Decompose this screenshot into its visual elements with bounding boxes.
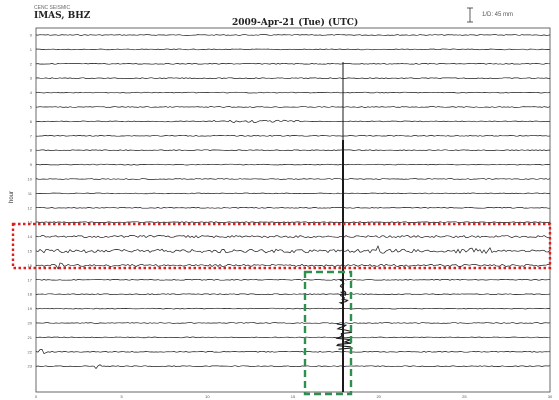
plot-border bbox=[35, 27, 551, 393]
trace-line bbox=[35, 77, 551, 79]
x-tick-labels: 0 5 10 15 20 25 30 bbox=[35, 394, 553, 399]
x-tick-label: 25 bbox=[462, 394, 467, 399]
y-tick-label: 12 bbox=[28, 205, 33, 210]
y-tick-label: 0 bbox=[30, 33, 33, 38]
trace-line bbox=[35, 119, 551, 124]
earthquake-burst bbox=[338, 291, 349, 305]
highlight-box-green bbox=[303, 270, 353, 396]
scale-label: 1/D: 45 mm bbox=[482, 12, 514, 18]
y-tick-label: 18 bbox=[28, 292, 33, 297]
trace-line bbox=[35, 279, 551, 281]
trace-line bbox=[35, 135, 551, 137]
y-tick-label: 1 bbox=[30, 47, 33, 52]
x-tick-label: 10 bbox=[205, 394, 210, 399]
y-tick-label: 8 bbox=[30, 148, 33, 153]
highlight-box-red bbox=[11, 222, 552, 270]
trace-line bbox=[35, 106, 551, 108]
network-line: CENC SEISMIC bbox=[34, 5, 71, 11]
y-tick-label: 5 bbox=[30, 105, 33, 110]
trace-line bbox=[35, 149, 550, 151]
y-tick-label: 16 bbox=[28, 263, 33, 268]
trace-line bbox=[35, 322, 551, 324]
x-tick-label: 0 bbox=[35, 394, 38, 399]
plot-title: 2009-Apr-21 (Tue) (UTC) bbox=[232, 18, 359, 28]
y-tick-label: 22 bbox=[28, 349, 33, 354]
y-tick-label: 10 bbox=[28, 177, 33, 182]
y-tick-label: 14 bbox=[28, 234, 33, 239]
y-tick-label: 9 bbox=[30, 162, 33, 167]
y-tick-label: 4 bbox=[30, 90, 33, 95]
y-tick-label: 7 bbox=[30, 133, 33, 138]
trace-line bbox=[35, 349, 551, 355]
trace-lines bbox=[35, 34, 551, 392]
earthquake-burst bbox=[335, 323, 354, 350]
trace-line bbox=[35, 207, 550, 209]
trace-line bbox=[35, 34, 551, 36]
trace-line bbox=[35, 221, 551, 223]
trace-line bbox=[35, 63, 551, 65]
y-tick-label: 2 bbox=[30, 61, 33, 66]
x-tick-label: 20 bbox=[376, 394, 381, 399]
trace-line bbox=[35, 91, 551, 94]
trace-line bbox=[35, 48, 551, 51]
trace-line bbox=[35, 307, 551, 310]
y-tick-label: 3 bbox=[30, 76, 33, 81]
trace-line bbox=[35, 293, 551, 295]
trace-line bbox=[35, 178, 551, 180]
trace-line bbox=[35, 262, 550, 270]
x-tick-label: 15 bbox=[291, 394, 296, 399]
y-tick-label: 20 bbox=[28, 321, 33, 326]
y-tick-label: 6 bbox=[30, 119, 33, 124]
trace-line bbox=[35, 245, 551, 255]
trace-line bbox=[35, 336, 551, 339]
y-tick-label: 21 bbox=[28, 335, 33, 340]
trace-line bbox=[35, 192, 550, 195]
trace-line bbox=[35, 235, 551, 239]
station-label: IMAS, BHZ bbox=[34, 11, 91, 21]
x-tick-label: 30 bbox=[548, 394, 553, 399]
x-tick-label: 5 bbox=[121, 394, 124, 399]
y-tick-label: 19 bbox=[28, 306, 33, 311]
y-tick-label: 23 bbox=[28, 364, 33, 369]
y-tick-label: 11 bbox=[28, 191, 33, 196]
y-tick-label: 17 bbox=[28, 277, 33, 282]
y-tick-label: 15 bbox=[28, 249, 33, 254]
trace-line bbox=[35, 364, 551, 370]
trace-line bbox=[35, 163, 551, 166]
y-tick-label: 13 bbox=[28, 220, 33, 225]
